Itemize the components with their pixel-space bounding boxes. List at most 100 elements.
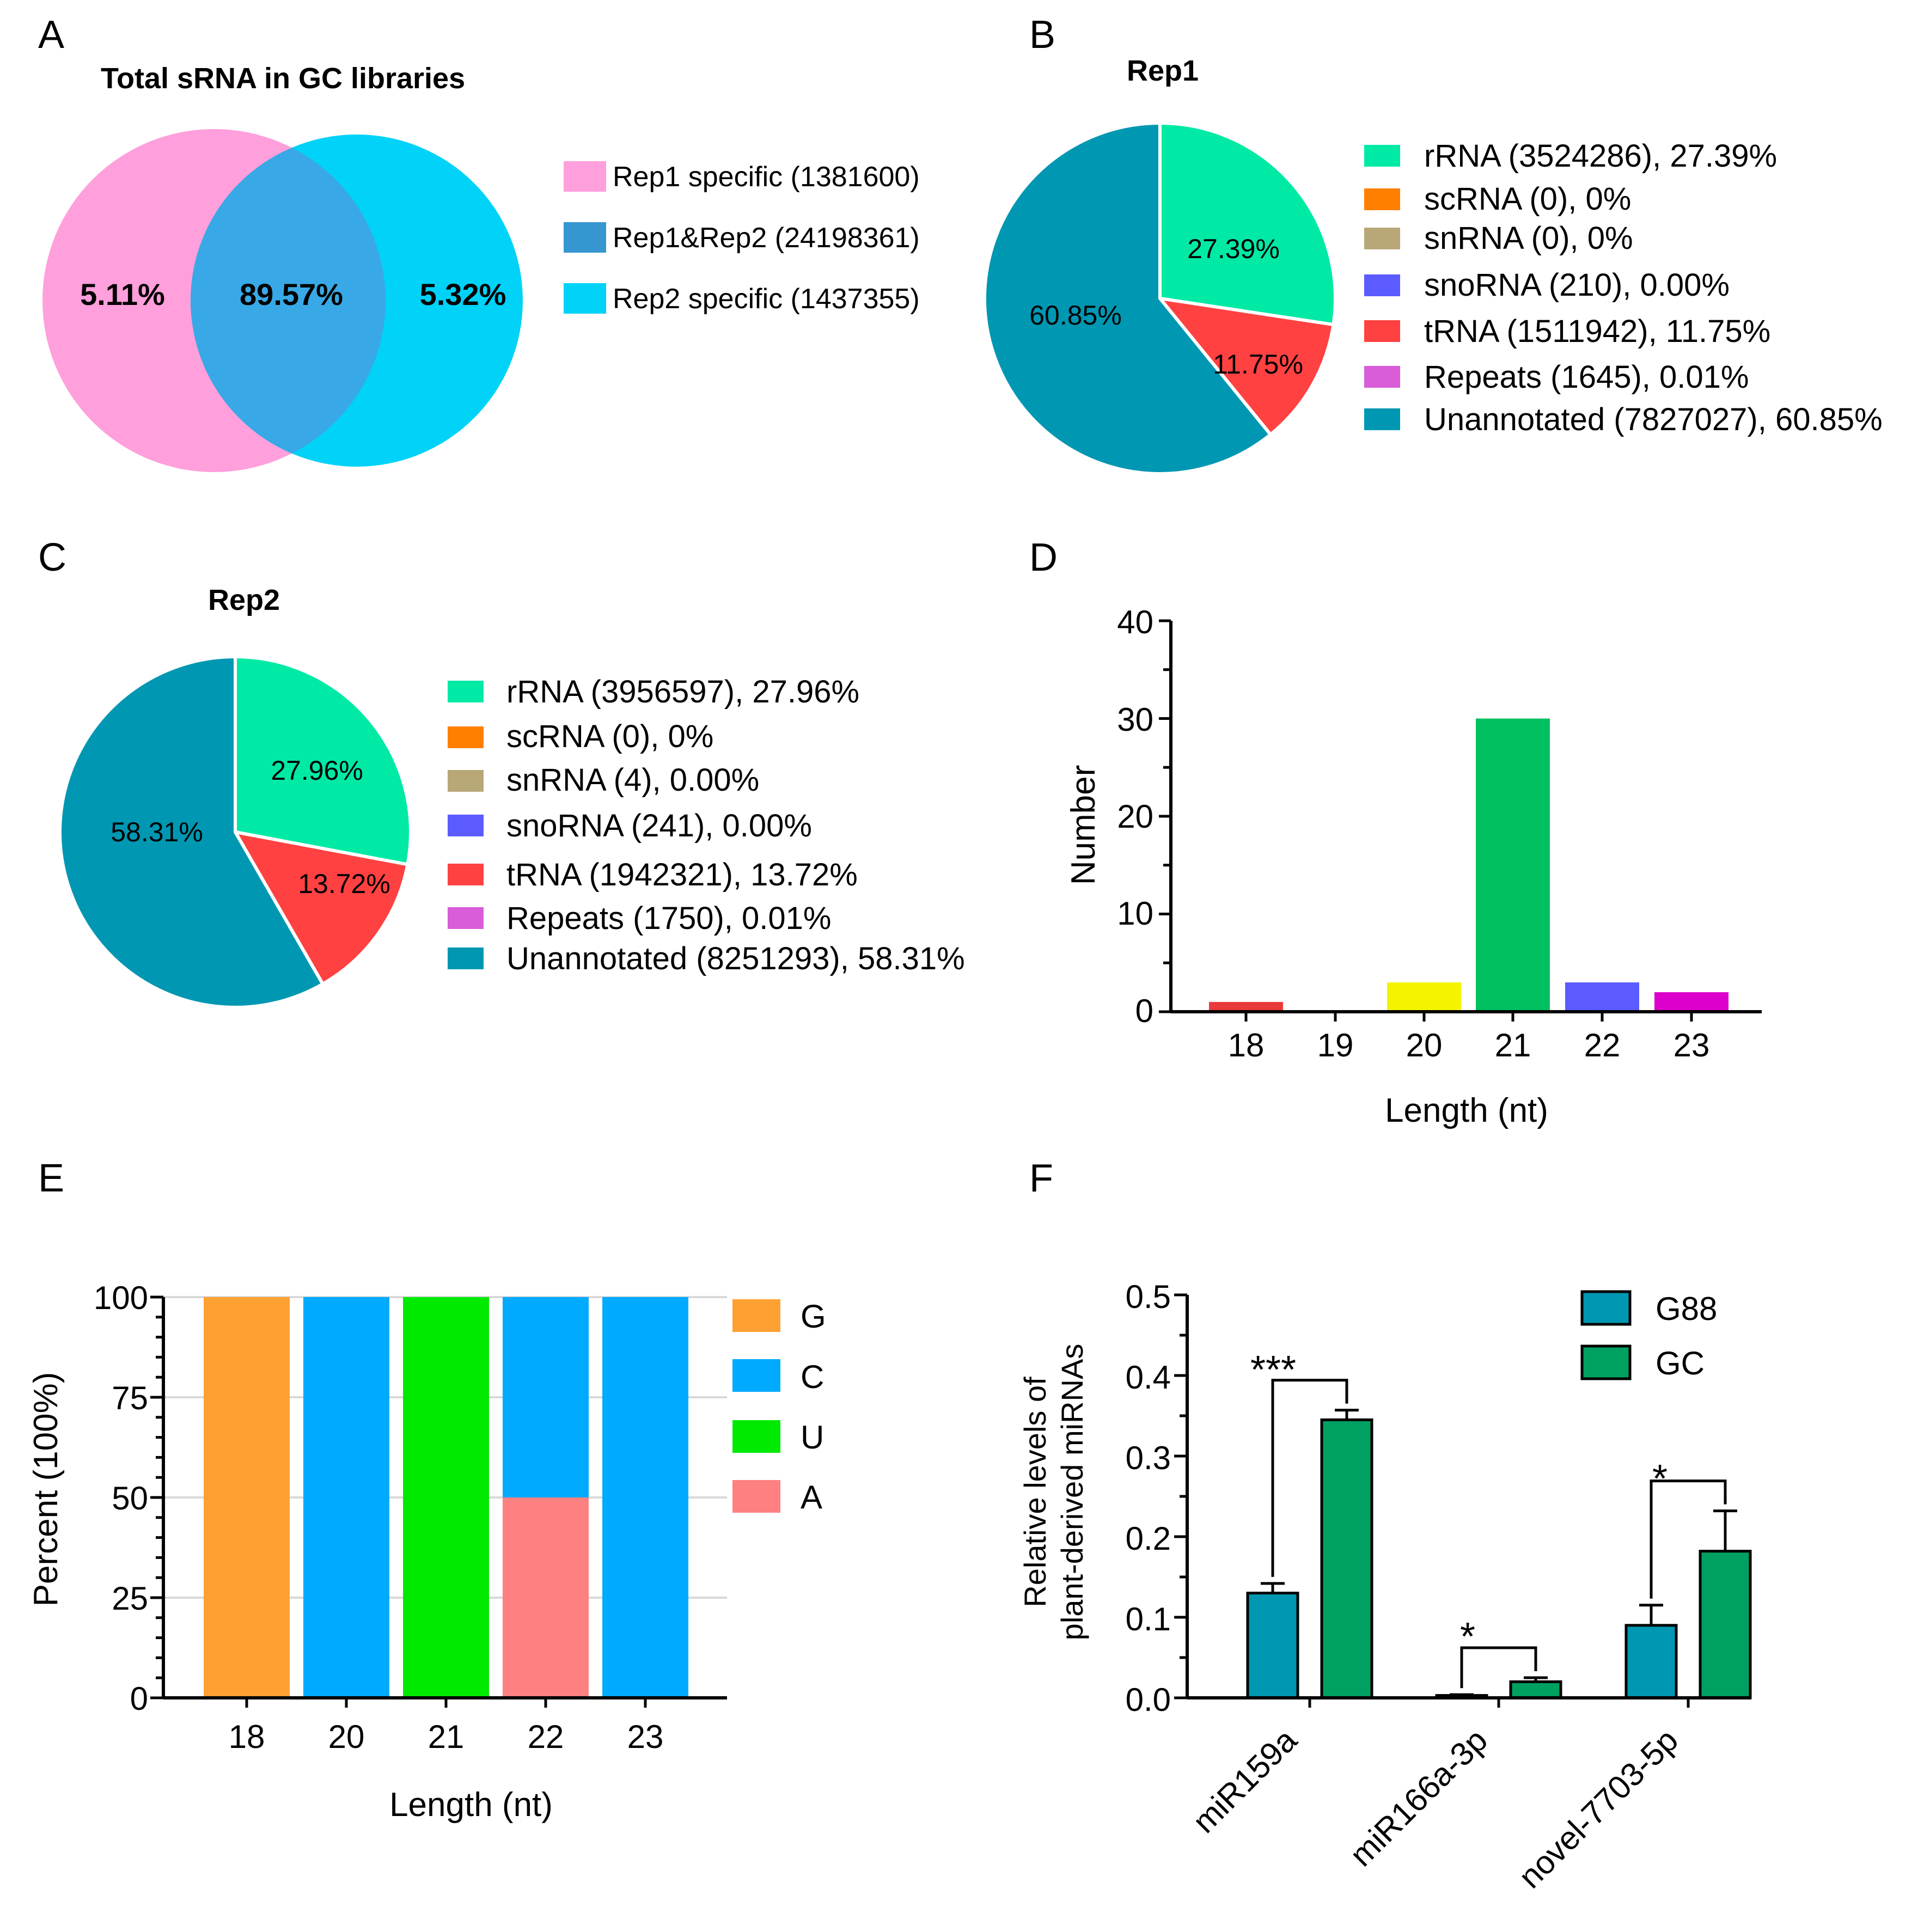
pie-c-legend-swatch-snrna (448, 770, 484, 792)
pie-b-title: Rep1 (1127, 54, 1199, 87)
pie-c-legend-snrna: snRNA (4), 0.00% (506, 762, 759, 798)
f-y-ticks: 0.0 0.1 0.2 0.3 0.4 0.5 (1126, 1279, 1171, 1718)
pie-c-legend: rRNA (3956597), 27.96% scRNA (0), 0% snR… (448, 674, 965, 976)
panel-letter-e: E (38, 1157, 64, 1200)
d-y-ticks: 0 10 20 30 40 (1117, 604, 1153, 1029)
pie-c-legend-repeats: Repeats (1750), 0.01% (506, 901, 831, 936)
pie-b-legend-swatch-scrna (1364, 188, 1400, 210)
pie-c-legend-swatch-unannotated (448, 947, 484, 969)
e-bar-21-U (403, 1297, 489, 1698)
pie-b-legend-unannotated: Unannotated (7827027), 60.85% (1424, 402, 1883, 437)
d-y-axis-title: Number (1065, 765, 1102, 885)
pie-c-legend-swatch-scrna (448, 726, 484, 748)
pie-b-legend-swatch-snorna (1364, 274, 1400, 296)
e-y-ticks: 0 25 50 75 100 (94, 1280, 148, 1717)
pie-b-label-rrna: 27.39% (1187, 234, 1280, 264)
f-y-tick-3: 0.3 (1126, 1440, 1171, 1476)
panel-letter-b: B (1029, 13, 1055, 57)
pie-c-legend-swatch-trna (448, 864, 484, 885)
e-bar-22-A (503, 1497, 589, 1698)
f-legend-gc: GC (1656, 1345, 1705, 1381)
pie-b-legend-swatch-repeats (1364, 366, 1400, 388)
venn-label-rep1: 5.11% (80, 277, 165, 311)
pie-b-slices (983, 121, 1337, 475)
venn-legend-swatch-overlap (564, 222, 606, 253)
pie-b-legend-repeats: Repeats (1645), 0.01% (1424, 359, 1749, 395)
pie-b-legend: rRNA (3524286), 27.39% scRNA (0), 0% snR… (1364, 138, 1883, 437)
panel-letter-c: C (38, 536, 66, 579)
pie-c-legend-trna: tRNA (1942321), 13.72% (506, 857, 858, 892)
e-legend-swatch-c (732, 1359, 780, 1392)
pie-c-label-rrna: 27.96% (271, 755, 363, 786)
pieB-slice-trna (1156, 296, 1335, 437)
pie-b-legend-trna: tRNA (1511942), 11.75% (1424, 314, 1770, 349)
f-legend-swatch-g88 (1580, 1290, 1632, 1326)
f-x-tick-mir159a: miR159a (1186, 1721, 1304, 1840)
f-y-tick-2: 0.2 (1126, 1520, 1171, 1557)
d-x-tick-19: 19 (1317, 1027, 1354, 1063)
f-y-axis-title-line2: plant-derived miRNAs (1055, 1344, 1089, 1641)
d-y-tick-40: 40 (1117, 604, 1153, 640)
pie-b-legend-scrna: scRNA (0), 0% (1424, 181, 1631, 217)
pie-c-label-trna: 13.72% (298, 869, 390, 899)
pie-b-legend-swatch-trna (1364, 320, 1400, 342)
pieC-slice-rrna (234, 655, 412, 867)
f-sig-novel: * (1652, 1457, 1668, 1501)
d-x-tick-20: 20 (1406, 1027, 1443, 1063)
f-y-tick-0: 0.0 (1126, 1682, 1171, 1718)
e-legend-swatch-a (732, 1480, 780, 1513)
f-sig-bracket-2 (1650, 1479, 1727, 1599)
panel-a-venn: Total sRNA in GC libraries 5.11% 89.57% … (42, 62, 920, 472)
pieB-slice-unannotated (983, 121, 1273, 475)
venn-title: Total sRNA in GC libraries (101, 62, 465, 95)
pieC-slice-unannotated (58, 655, 325, 1009)
f-bar-novel-7703-5p-G88 (1624, 1624, 1678, 1699)
panel-b-pie: Rep1 27.39% 11.75% 60.85% rRNA (3524286)… (983, 54, 1883, 475)
f-bar-miR159a-GC (1320, 1418, 1373, 1699)
d-y-tick-0: 0 (1135, 993, 1153, 1029)
pie-c-legend-snorna: snoRNA (241), 0.00% (506, 808, 812, 843)
e-x-axis-title: Length (nt) (389, 1786, 553, 1824)
d-x-ticks: 18 19 20 21 22 23 (1228, 1027, 1710, 1063)
e-y-axis-title: Percent (100%) (27, 1372, 65, 1607)
venn-legend-rep2: Rep2 specific (1437355) (613, 283, 920, 315)
pie-b-legend-swatch-unannotated (1364, 408, 1400, 430)
d-x-tick-21: 21 (1495, 1027, 1531, 1063)
f-y-axis-title-line1: Relative levels of (1018, 1377, 1052, 1607)
pie-c-legend-rrna: rRNA (3956597), 27.96% (506, 674, 859, 710)
f-sig-bracket-1 (1460, 1646, 1537, 1689)
e-legend: G C U A (732, 1298, 826, 1515)
venn-legend-rep1: Rep1 specific (1381600) (613, 161, 920, 193)
e-y-tick-25: 25 (112, 1580, 148, 1617)
e-legend-g: G (801, 1298, 826, 1335)
d-bar-22 (1565, 982, 1639, 1012)
e-y-tick-75: 75 (112, 1380, 148, 1416)
d-y-tick-20: 20 (1117, 798, 1153, 835)
f-y-tick-1: 0.1 (1126, 1601, 1171, 1637)
d-x-axis-title: Length (nt) (1385, 1092, 1548, 1129)
pie-b-legend-swatch-rrna (1364, 145, 1400, 167)
e-x-tick-23: 23 (627, 1719, 664, 1755)
panel-letter-d: D (1029, 536, 1058, 579)
e-y-tick-50: 50 (112, 1480, 148, 1517)
pie-c-legend-swatch-repeats (448, 907, 484, 929)
f-y-tick-4: 0.4 (1126, 1359, 1171, 1396)
f-legend-g88: G88 (1656, 1291, 1717, 1327)
f-x-tick-novel: novel-7703-5p (1512, 1722, 1685, 1896)
pie-c-legend-unannotated: Unannotated (8251293), 58.31% (506, 941, 965, 976)
venn-overlap (190, 148, 386, 454)
f-bar-miR159a-G88 (1246, 1592, 1299, 1699)
f-legend-swatch-gc (1580, 1344, 1632, 1380)
d-bar-21 (1476, 718, 1550, 1012)
f-significance: *** * * (1250, 1348, 1668, 1659)
e-legend-swatch-g (732, 1299, 780, 1332)
e-x-tick-20: 20 (328, 1719, 365, 1755)
e-x-tick-18: 18 (229, 1719, 265, 1755)
panel-letter-a: A (38, 13, 64, 57)
e-bar-22-C (503, 1297, 589, 1497)
pie-c-legend-scrna: scRNA (0), 0% (506, 719, 713, 754)
panel-c-pie: Rep2 27.96% 13.72% 58.31% rRNA (3956597)… (58, 584, 965, 1009)
pie-c-title: Rep2 (208, 584, 280, 616)
f-sig-bracket-0 (1271, 1379, 1348, 1577)
